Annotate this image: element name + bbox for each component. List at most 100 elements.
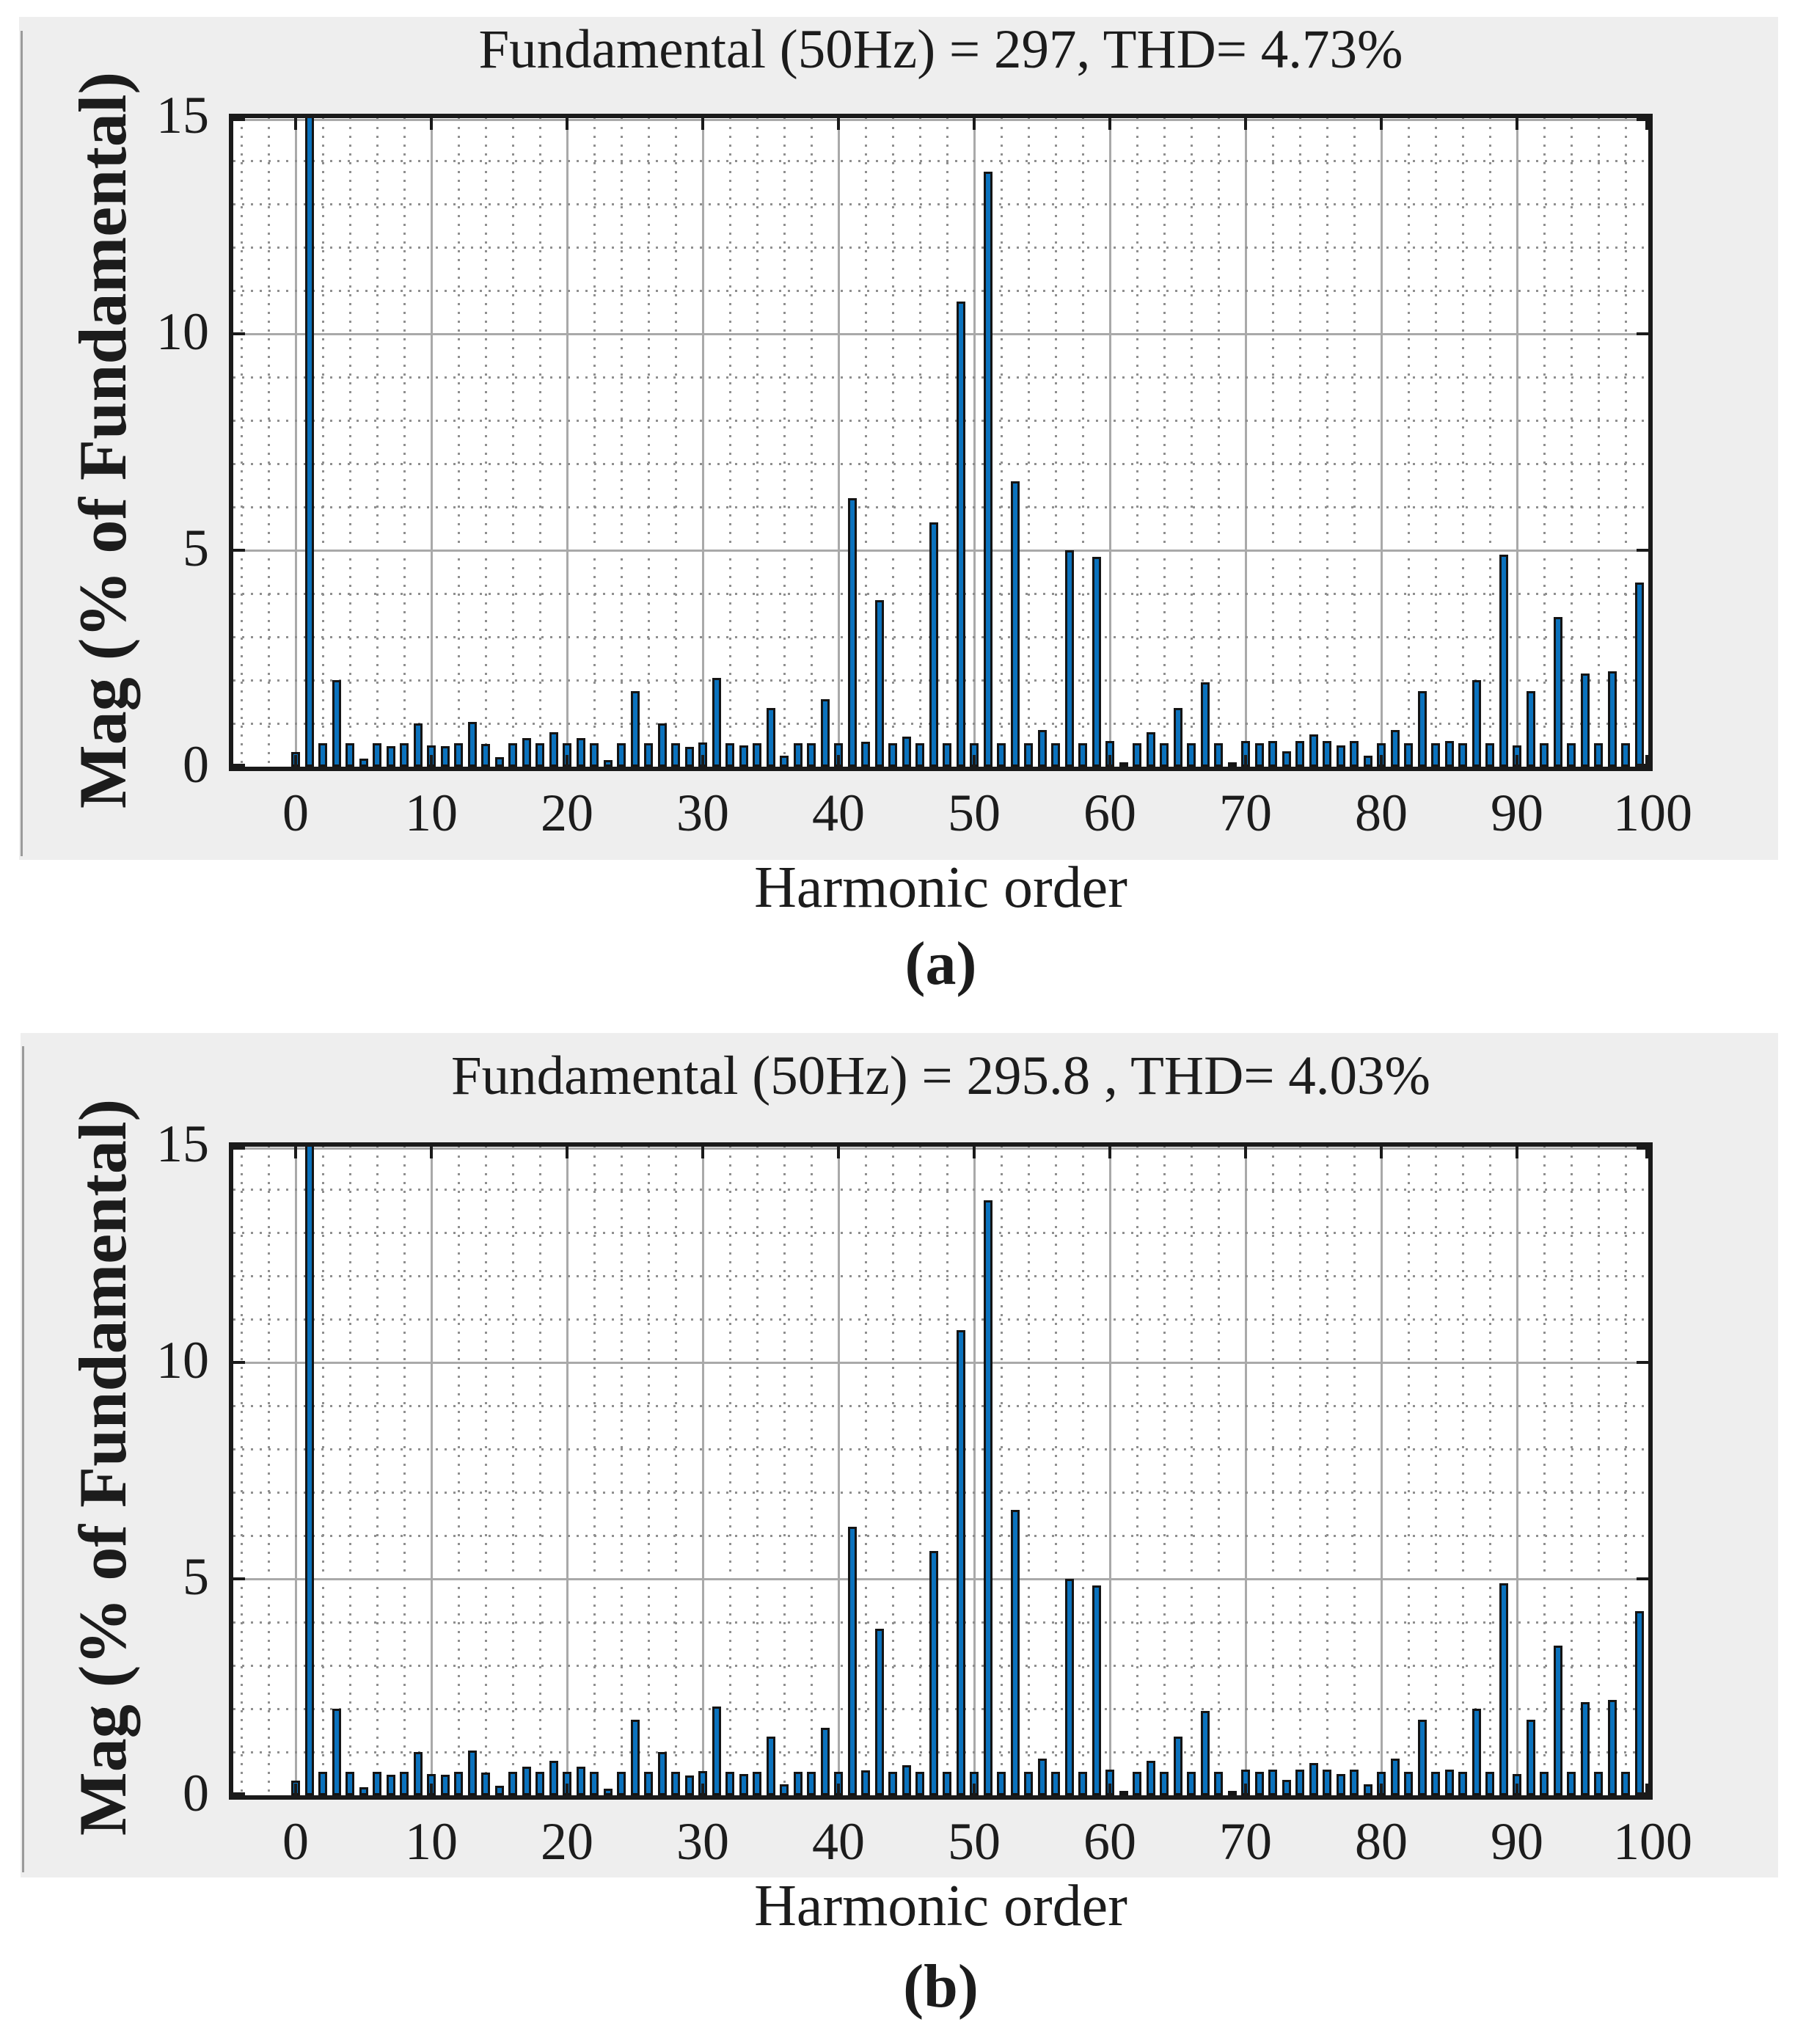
bar-h49: [956, 1329, 965, 1795]
bar-h43: [874, 599, 884, 767]
grid-minor-v: [1217, 1147, 1220, 1795]
bar-h54: [1024, 743, 1033, 767]
bar-h78: [1350, 740, 1359, 767]
bar-h76: [1323, 1769, 1331, 1795]
grid-minor-v: [1353, 1147, 1356, 1795]
bar-h38: [807, 1772, 816, 1795]
bar-h46: [915, 743, 924, 767]
bar-h94: [1567, 742, 1576, 767]
bar-h18: [535, 743, 544, 767]
bar-h45: [902, 1764, 911, 1795]
x-tick-mark: [430, 755, 433, 767]
bar-h89: [1499, 554, 1508, 767]
bar-h74: [1295, 740, 1304, 767]
x-tick-label-40: 40: [812, 784, 865, 842]
bar-h96: [1594, 742, 1603, 767]
x-tick-mark-top: [973, 118, 976, 130]
bar-h58: [1078, 743, 1087, 767]
grid-minor-v: [240, 118, 243, 767]
grid-major-v: [837, 118, 840, 767]
grid-minor-h: [233, 289, 1648, 292]
grid-minor-h: [233, 462, 1648, 465]
bar-h17: [522, 738, 531, 767]
grid-minor-h: [233, 1621, 1648, 1624]
x-tick-mark: [1380, 755, 1383, 767]
bar-h94: [1567, 1771, 1576, 1795]
y-tick-mark: [233, 1361, 245, 1364]
y-tick-mark-right: [1637, 1147, 1648, 1150]
bar-h22: [590, 1772, 599, 1795]
grid-minor-v: [1353, 118, 1356, 767]
x-tick-mark-top: [1645, 118, 1648, 130]
grid-minor-v: [593, 1147, 596, 1795]
bar-h45: [902, 736, 911, 767]
bar-h11: [440, 746, 450, 767]
y-tick-mark: [233, 1147, 245, 1150]
grid-minor-v: [1136, 118, 1138, 767]
y-tick-label-15: 15: [156, 86, 209, 145]
bar-h79: [1363, 756, 1372, 767]
x-tick-mark: [1108, 1784, 1111, 1795]
bar-h67: [1200, 682, 1210, 767]
grid-minor-v: [457, 1147, 460, 1795]
bar-h48: [943, 743, 951, 767]
x-tick-mark: [701, 755, 704, 767]
bar-h84: [1431, 1771, 1440, 1795]
bar-h85: [1444, 740, 1454, 767]
bar-h81: [1390, 729, 1400, 767]
grid-minor-v: [538, 118, 541, 767]
bar-h2: [318, 1772, 327, 1795]
x-tick-mark: [566, 1784, 569, 1795]
bar-h74: [1295, 1769, 1304, 1795]
grid-minor-v: [1271, 118, 1274, 767]
y-tick-mark: [233, 332, 245, 335]
grid-minor-v: [348, 118, 351, 767]
bar-h42: [861, 1770, 870, 1795]
bar-h29: [684, 1775, 694, 1795]
grid-minor-v: [1000, 118, 1003, 767]
grid-major-h: [233, 1147, 1648, 1150]
plot-area-a: [229, 114, 1653, 771]
chart-title-a: Fundamental (50Hz) = 297, THD= 4.73%: [478, 19, 1403, 80]
grid-major-v: [1380, 118, 1383, 767]
x-tick-mark: [294, 1784, 297, 1795]
grid-minor-v: [593, 118, 596, 767]
grid-minor-v: [756, 1147, 758, 1795]
bar-h26: [644, 1772, 653, 1795]
bar-h95: [1580, 1702, 1590, 1795]
bar-h23: [603, 1788, 613, 1795]
grid-minor-h: [233, 1448, 1648, 1450]
grid-minor-v: [240, 1147, 243, 1795]
x-tick-mark-top: [1380, 118, 1383, 130]
bar-h17: [522, 1767, 531, 1795]
y-tick-mark-right: [1637, 764, 1648, 767]
grid-minor-v: [1597, 118, 1600, 767]
grid-minor-v: [538, 1147, 541, 1795]
y-tick-mark-right: [1637, 118, 1648, 121]
bar-h4: [346, 1772, 354, 1795]
grid-minor-v: [457, 118, 460, 767]
bar-h83: [1417, 1719, 1427, 1795]
bar-h48: [943, 1772, 951, 1795]
bar-h75: [1309, 1762, 1318, 1795]
bar-h85: [1444, 1769, 1454, 1795]
grid-minor-v: [1163, 1147, 1166, 1795]
bar-h52: [997, 1772, 1006, 1795]
grid-minor-v: [1597, 1147, 1600, 1795]
y-tick-mark-right: [1637, 1577, 1648, 1580]
bar-h67: [1200, 1710, 1210, 1795]
y-tick-label-0: 0: [183, 1764, 209, 1823]
grid-minor-h: [233, 1534, 1648, 1537]
bar-h71: [1254, 743, 1264, 767]
y-tick-mark-right: [1637, 549, 1648, 552]
grid-minor-h: [233, 1707, 1648, 1710]
grid-minor-v: [756, 118, 758, 767]
bar-h57: [1064, 1579, 1074, 1795]
bar-h92: [1540, 742, 1549, 767]
bar-h19: [549, 1760, 558, 1795]
bar-h21: [576, 1767, 585, 1795]
bar-h27: [657, 1752, 667, 1795]
bar-h16: [508, 1772, 517, 1795]
bar-h78: [1350, 1769, 1359, 1795]
bar-h37: [793, 1772, 803, 1795]
